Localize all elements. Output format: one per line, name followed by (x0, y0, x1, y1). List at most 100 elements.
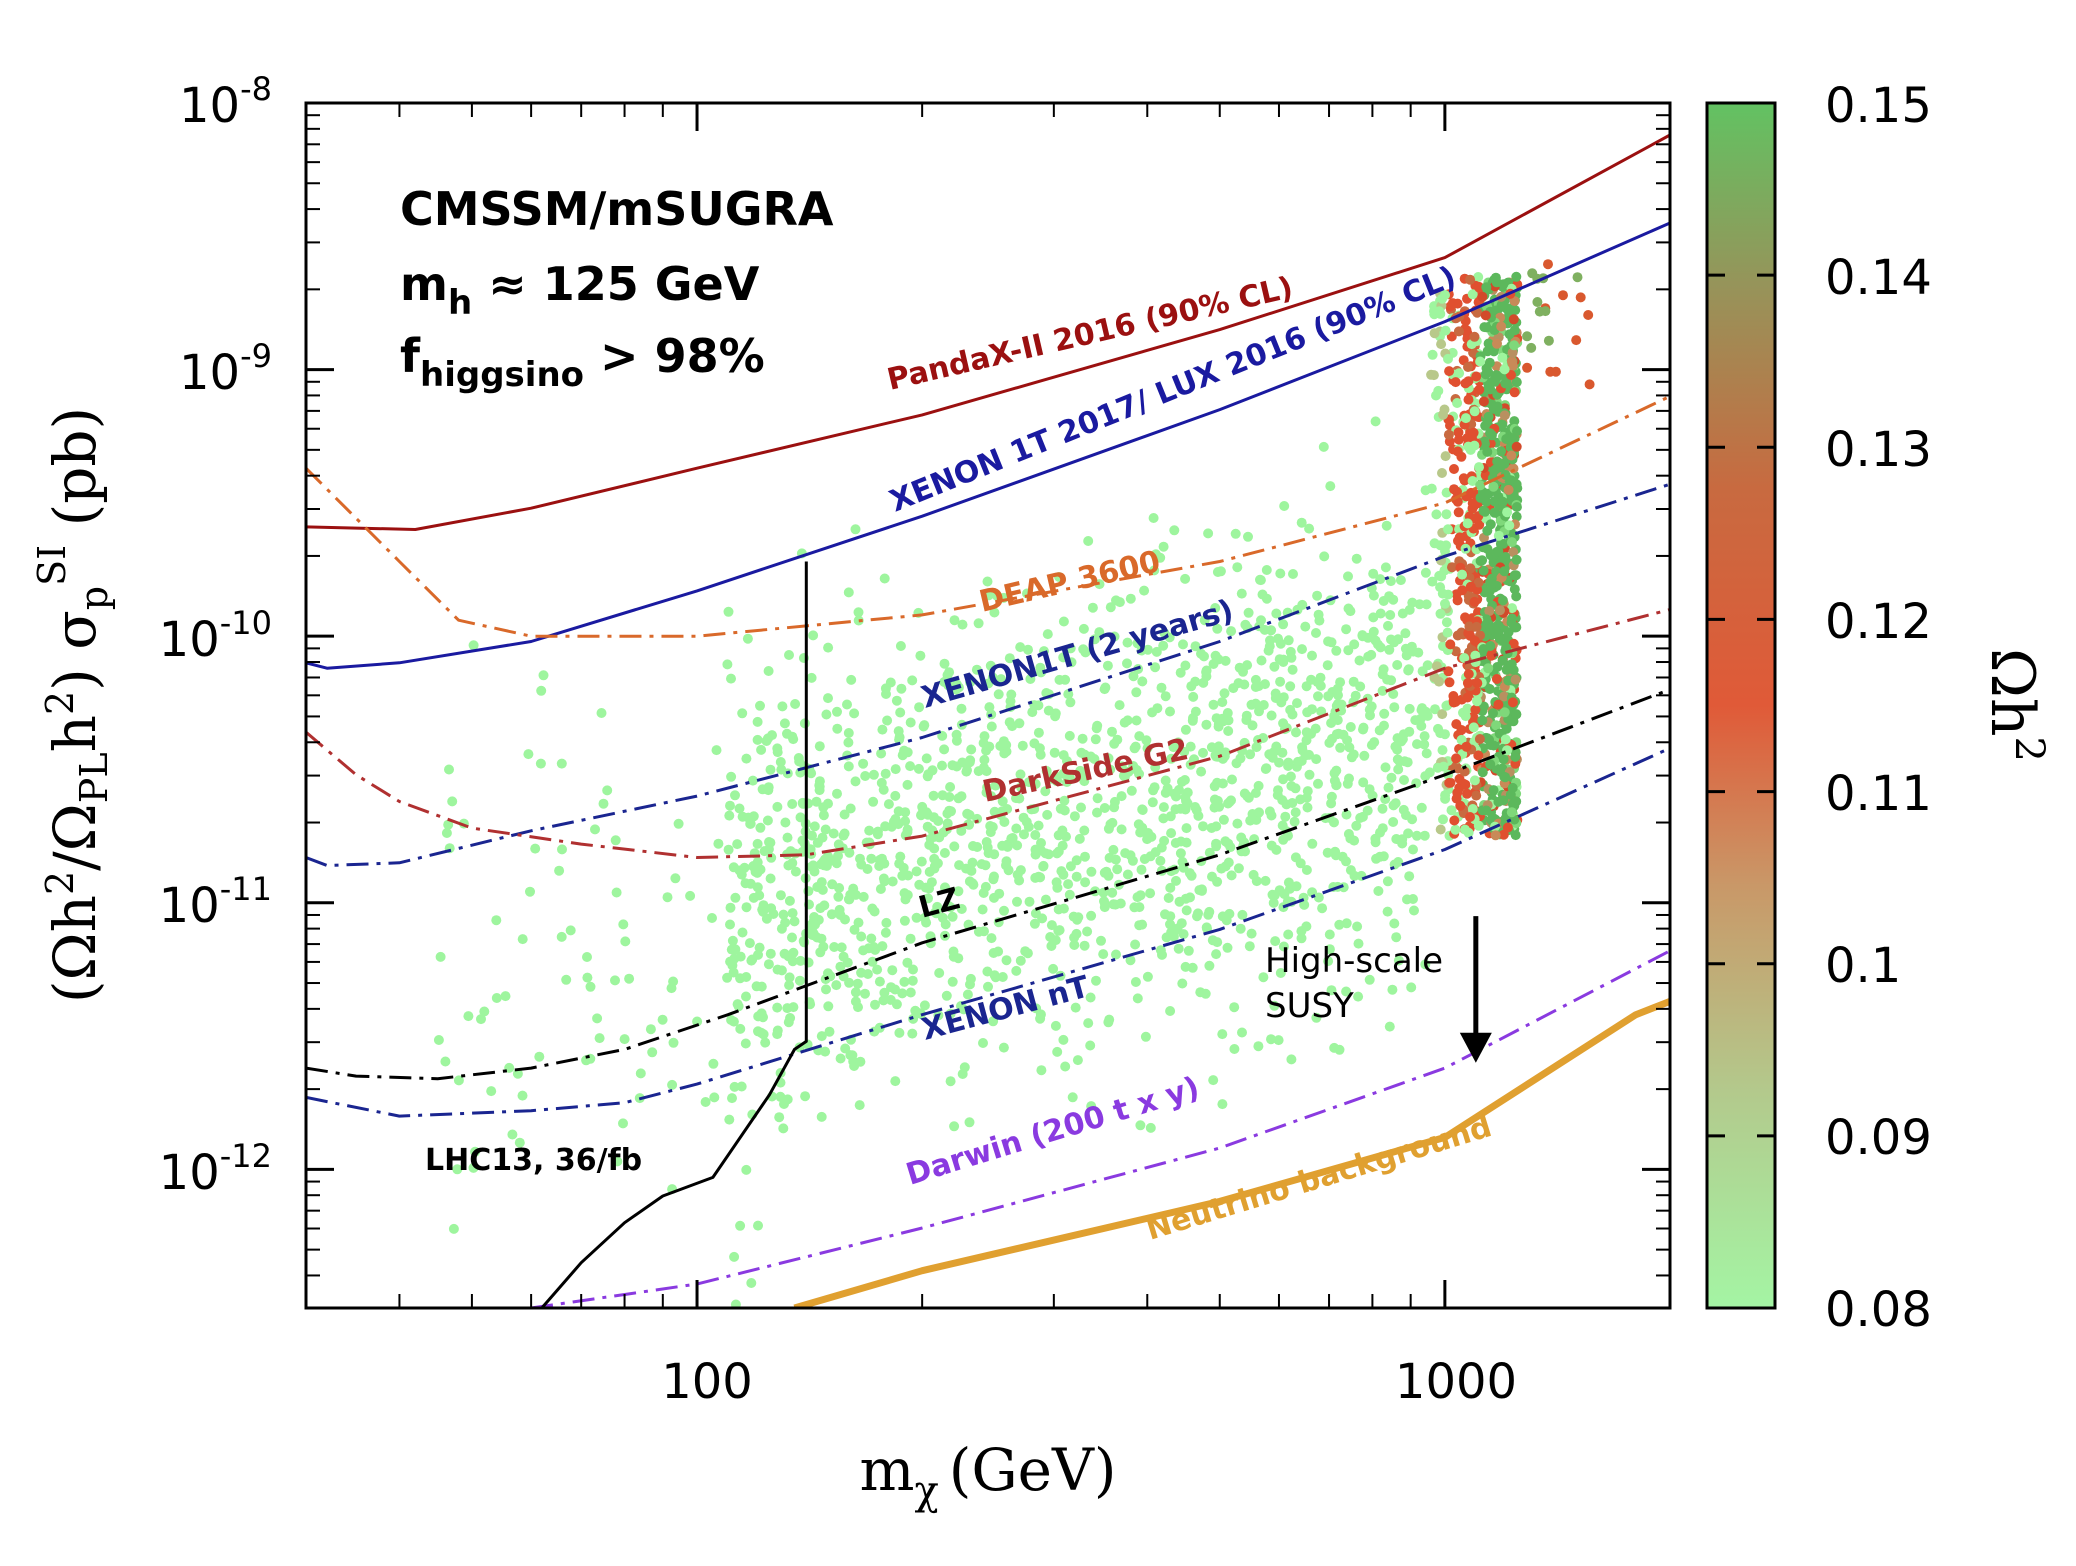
scatter-point (741, 1164, 752, 1175)
scatter-point (1491, 674, 1502, 684)
scatter-point (1492, 456, 1503, 467)
scatter-point (835, 1053, 846, 1064)
scatter-point (1122, 869, 1133, 880)
scatter-point (1510, 830, 1521, 841)
scatter-point (1307, 838, 1318, 849)
scatter-point (929, 861, 940, 872)
scatter-point (1391, 834, 1402, 844)
scatter-point (1219, 751, 1230, 762)
scatter-point (816, 877, 827, 888)
scatter-point (795, 812, 806, 823)
scatter-point (1473, 272, 1484, 282)
scatter-point (1378, 664, 1389, 675)
scatter-point (1445, 639, 1456, 650)
scatter-point (823, 968, 833, 979)
scatter-point (1584, 379, 1595, 390)
scatter-point (729, 1251, 740, 1262)
scatter-point (1278, 692, 1289, 703)
scatter-point (1175, 848, 1186, 859)
scatter-point (757, 784, 768, 795)
scatter-point (1468, 722, 1479, 733)
scatter-point (692, 1016, 703, 1027)
scatter-point (1362, 693, 1373, 704)
scatter-point (807, 830, 817, 841)
scatter-point (1481, 805, 1492, 816)
scatter-point (1283, 635, 1294, 646)
scatter-point (902, 957, 913, 968)
scatter-point (1050, 1020, 1061, 1031)
scatter-point (818, 810, 829, 821)
scatter-point (1239, 679, 1250, 690)
scatter-point (1473, 750, 1484, 761)
scatter-point (1575, 292, 1586, 303)
scatter-point (1311, 1012, 1322, 1023)
scatter-point (795, 955, 806, 966)
scatter-point (863, 943, 874, 954)
scatter-point (750, 866, 761, 877)
scatter-point (1270, 688, 1281, 699)
scatter-point (890, 764, 901, 775)
scatter-point (1211, 838, 1221, 849)
scatter-point (1451, 719, 1462, 730)
scatter-point (1089, 754, 1100, 764)
scatter-point (1116, 761, 1127, 772)
scatter-point (880, 768, 891, 779)
scatter-point (1451, 793, 1462, 804)
scatter-point (1268, 897, 1279, 908)
scatter-point (1128, 671, 1139, 682)
scatter-point (1532, 297, 1543, 307)
scatter-point (1441, 540, 1452, 551)
scatter-point (1501, 434, 1512, 444)
scatter-point (1449, 464, 1459, 474)
scatter-point (964, 819, 975, 830)
scatter-point (1064, 889, 1075, 900)
scatter-point (1287, 709, 1298, 720)
scatter-point (1125, 593, 1136, 604)
scatter-point (1024, 896, 1035, 907)
scatter-point (1134, 920, 1145, 931)
scatter-point (1463, 827, 1474, 838)
scatter-point (1157, 949, 1167, 960)
scatter-point (785, 846, 796, 857)
scatter-point (1069, 811, 1080, 822)
scatter-point (820, 1046, 831, 1057)
scatter-point (635, 1068, 646, 1079)
scatter-point (1148, 785, 1159, 796)
scatter-point (1512, 426, 1522, 437)
scatter-point (673, 818, 684, 829)
scatter-point (1373, 886, 1384, 896)
scatter-point (1354, 655, 1365, 666)
scatter-point (1447, 562, 1457, 573)
scatter-point (1413, 647, 1424, 658)
scatter-point (944, 792, 955, 802)
scatter-point (1209, 794, 1220, 805)
scatter-point (1485, 384, 1496, 395)
scatter-point (988, 874, 999, 885)
scatter-point (811, 796, 822, 807)
scatter-point (1050, 771, 1061, 782)
scatter-point (784, 972, 795, 983)
scatter-point (953, 793, 964, 804)
scatter-point (1135, 1120, 1146, 1131)
scatter-point (890, 814, 901, 824)
scatter-point (1486, 579, 1497, 589)
scatter-point (1219, 688, 1230, 699)
scatter-point (1370, 416, 1381, 427)
scatter-point (988, 948, 999, 958)
scatter-point (752, 716, 763, 727)
scatter-point (730, 892, 741, 903)
scatter-point (1313, 778, 1323, 789)
scatter-point (1083, 536, 1094, 546)
scatter-point (1478, 396, 1489, 407)
scatter-point (1286, 652, 1297, 663)
scatter-point (907, 675, 918, 686)
scatter-point (1055, 803, 1066, 814)
scatter-point (1391, 932, 1402, 943)
scatter-point (723, 844, 734, 855)
scatter-point (1066, 657, 1077, 668)
scatter-point (860, 988, 870, 999)
scatter-point (1498, 795, 1509, 806)
scatter-point (1036, 667, 1046, 678)
scatter-point (1452, 595, 1463, 606)
scatter-point (1540, 306, 1551, 317)
